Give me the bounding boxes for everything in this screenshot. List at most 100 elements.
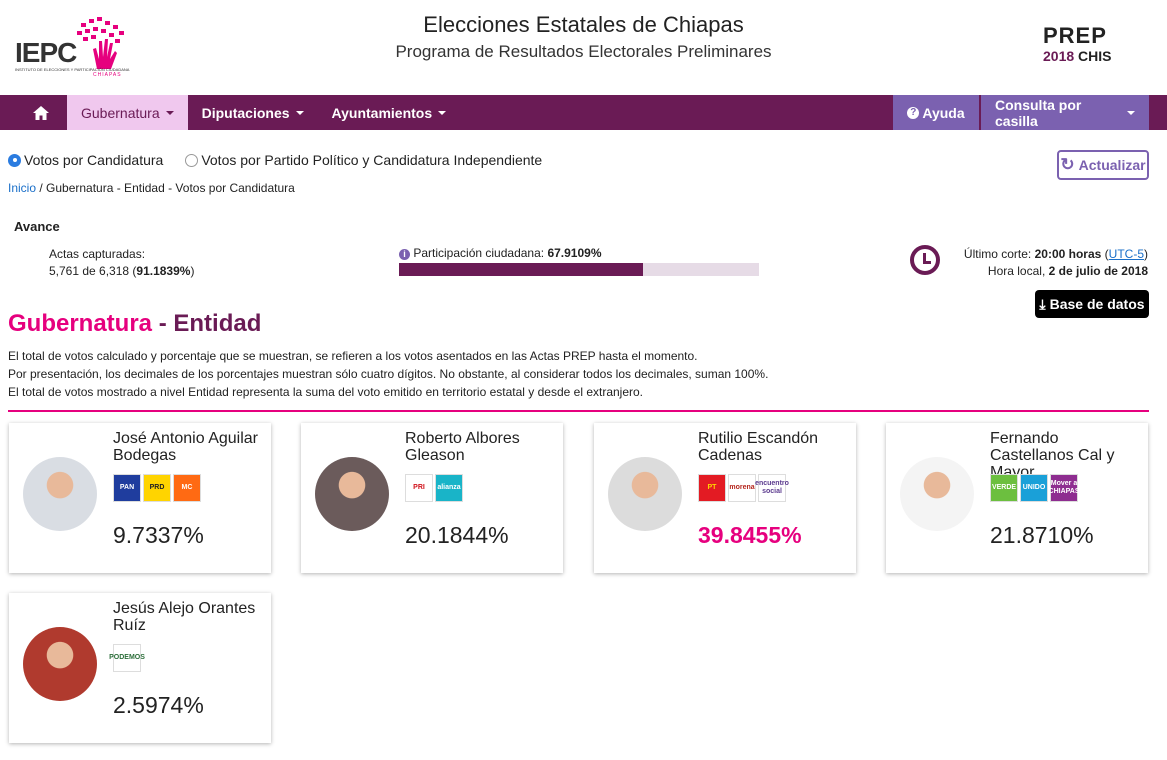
party-logos: PAN PRD MC [113, 474, 201, 502]
party-logo: MC [173, 474, 201, 502]
candidate-card[interactable]: José Antonio Aguilar Bodegas PAN PRD MC 9.… [9, 423, 271, 573]
radio-votos-partido[interactable]: Votos por Partido Político y Candidatura… [185, 152, 542, 168]
candidate-percentage: 20.1844% [405, 522, 509, 548]
radio-votos-candidatura[interactable]: Votos por Candidatura [8, 152, 163, 168]
radio-label: Votos por Partido Político y Candidatura… [201, 152, 543, 168]
nav-label: Gubernatura [81, 104, 160, 121]
candidate-photo [23, 627, 97, 701]
nav-label: Diputaciones [201, 104, 290, 121]
candidate-percentage: 9.7337% [113, 522, 204, 548]
party-logos: PODEMOS [109, 644, 145, 672]
home-icon [33, 105, 49, 120]
breadcrumb-home-link[interactable]: Inicio [8, 181, 37, 195]
party-logos: PT morena encuentro social [698, 474, 789, 502]
clock-icon [910, 245, 940, 275]
refresh-button[interactable]: ↻ Actualizar [1057, 150, 1149, 180]
db-label: Base de datos [1049, 296, 1145, 312]
candidate-photo [23, 457, 97, 531]
database-download-button[interactable]: ⤓ Base de datos [1035, 290, 1149, 318]
candidate-percentage: 21.8710% [990, 522, 1094, 548]
radio-unchecked[interactable] [185, 153, 199, 167]
candidate-card[interactable]: Rutilio Escandón Cadenas PT morena encuent… [594, 423, 856, 573]
breadcrumb-current: / Gubernatura - Entidad - Votos por Cand… [36, 181, 295, 195]
candidate-card[interactable]: Fernando Castellanos Cal y Mayor VERDE UN… [886, 423, 1148, 573]
party-logo: PRD [143, 474, 171, 502]
actas-close: ) [190, 264, 195, 278]
section-title: Gubernatura - Entidad [8, 310, 261, 338]
section-notes: El total de votos calculado y porcentaje… [8, 347, 768, 401]
section-title-b: Entidad [173, 310, 262, 337]
nav-diputaciones[interactable]: Diputaciones [188, 95, 318, 130]
party-logo: PT [698, 474, 726, 502]
nav-label: Ayuntamientos [331, 104, 433, 121]
prep-state: CHIS [1078, 48, 1112, 64]
nav-ayuntamientos[interactable]: Ayuntamientos [318, 95, 461, 130]
party-logo: PODEMOS [109, 644, 145, 672]
refresh-label: Actualizar [1078, 157, 1146, 173]
iepc-logo: IEPC INSTITUTO DE ELECCIONES Y PARTICIPA… [15, 15, 130, 80]
note: Por presentación, los decimales de los p… [8, 367, 769, 381]
note: El total de votos calculado y porcentaje… [8, 349, 698, 363]
candidate-photo [900, 457, 974, 531]
radio-label: Votos por Candidatura [24, 152, 164, 168]
participacion: i Participación ciudadana: 67.9109% [399, 246, 601, 260]
breadcrumb: Inicio / Gubernatura - Entidad - Votos p… [8, 181, 295, 195]
candidate-name: Jesús Alejo Orantes Ruíz [113, 600, 256, 634]
consulta-label: Consulta por casilla [995, 96, 1082, 129]
timezone-link[interactable]: UTC-5 [1108, 247, 1144, 261]
consulta-casilla-button[interactable]: Consulta por casilla [981, 95, 1149, 130]
corte-label: Último corte: [963, 247, 1035, 261]
help-label: Ayuda [922, 104, 965, 121]
local-date: 2 de julio de 2018 [1048, 264, 1148, 278]
section-sep: - [152, 310, 174, 337]
candidate-percentage: 39.8455% [698, 522, 802, 548]
candidate-name: José Antonio Aguilar Bodegas [113, 430, 258, 464]
caret-down-icon [165, 110, 174, 115]
party-logo: PAN [113, 474, 141, 502]
party-logo: encuentro social [755, 474, 789, 502]
candidate-card[interactable]: Jesús Alejo Orantes Ruíz PODEMOS 2.5974% [9, 593, 271, 743]
prep-logo: PREP 2018 CHIS [1043, 24, 1135, 68]
refresh-icon: ↻ [1060, 155, 1075, 174]
hand-tree-icon [77, 17, 124, 69]
page-title: Elecciones Estatales de Chiapas [423, 12, 744, 37]
info-icon[interactable]: i [399, 249, 410, 260]
party-logo: PRI [405, 474, 433, 502]
actas-label: Actas capturadas: [49, 247, 146, 261]
party-logo: Mover a CHIAPAS [1049, 474, 1080, 502]
progress-fill [399, 263, 644, 276]
divider [8, 410, 1149, 412]
view-selector: Votos por Candidatura Votos por Partido … [8, 152, 542, 168]
nav-gubernatura[interactable]: Gubernatura [67, 95, 188, 130]
participacion-progress-bar [399, 263, 759, 276]
participacion-value: 67.9109% [547, 246, 602, 260]
avance-title: Avance [14, 219, 60, 234]
caret-down-icon [295, 110, 304, 115]
question-icon: ? [907, 106, 920, 119]
prep-year: 2018 [1043, 48, 1075, 64]
caret-down-icon [438, 110, 447, 115]
candidate-percentage: 2.5974% [113, 692, 204, 718]
party-logo: VERDE [990, 474, 1018, 502]
party-logo: morena [728, 474, 756, 502]
note: El total de votos mostrado a nivel Entid… [8, 385, 644, 399]
actas-capturadas: Actas capturadas: 5,761 de 6,318 (91.183… [49, 246, 194, 280]
ultimo-corte: Último corte: 20:00 horas (UTC-5) Hora l… [963, 247, 1148, 278]
page-subtitle: Programa de Resultados Electorales Preli… [395, 42, 772, 61]
radio-checked[interactable] [8, 153, 21, 167]
candidate-name: Rutilio Escandón Cadenas [698, 430, 819, 464]
local-label: Hora local, [987, 264, 1049, 278]
party-logos: VERDE UNIDO Mover a CHIAPAS [990, 474, 1080, 502]
party-logo: alianza [435, 474, 463, 502]
actas-count: 5,761 de 6,318 ( [49, 264, 137, 278]
corte-time: 20:00 horas [1034, 247, 1102, 261]
home-button[interactable] [0, 95, 67, 130]
main-nav: Gubernatura Diputaciones Ayuntamientos ?… [0, 95, 1167, 130]
candidate-photo [608, 457, 682, 531]
candidate-card[interactable]: Roberto Albores Gleason PRI alianza 20.18… [301, 423, 563, 573]
candidate-photo [315, 457, 389, 531]
prep-logo-text: PREP [1043, 23, 1107, 48]
caret-down-icon [1127, 110, 1135, 115]
help-button[interactable]: ? Ayuda [893, 95, 979, 130]
logo-state: CHIAPAS [93, 72, 122, 78]
